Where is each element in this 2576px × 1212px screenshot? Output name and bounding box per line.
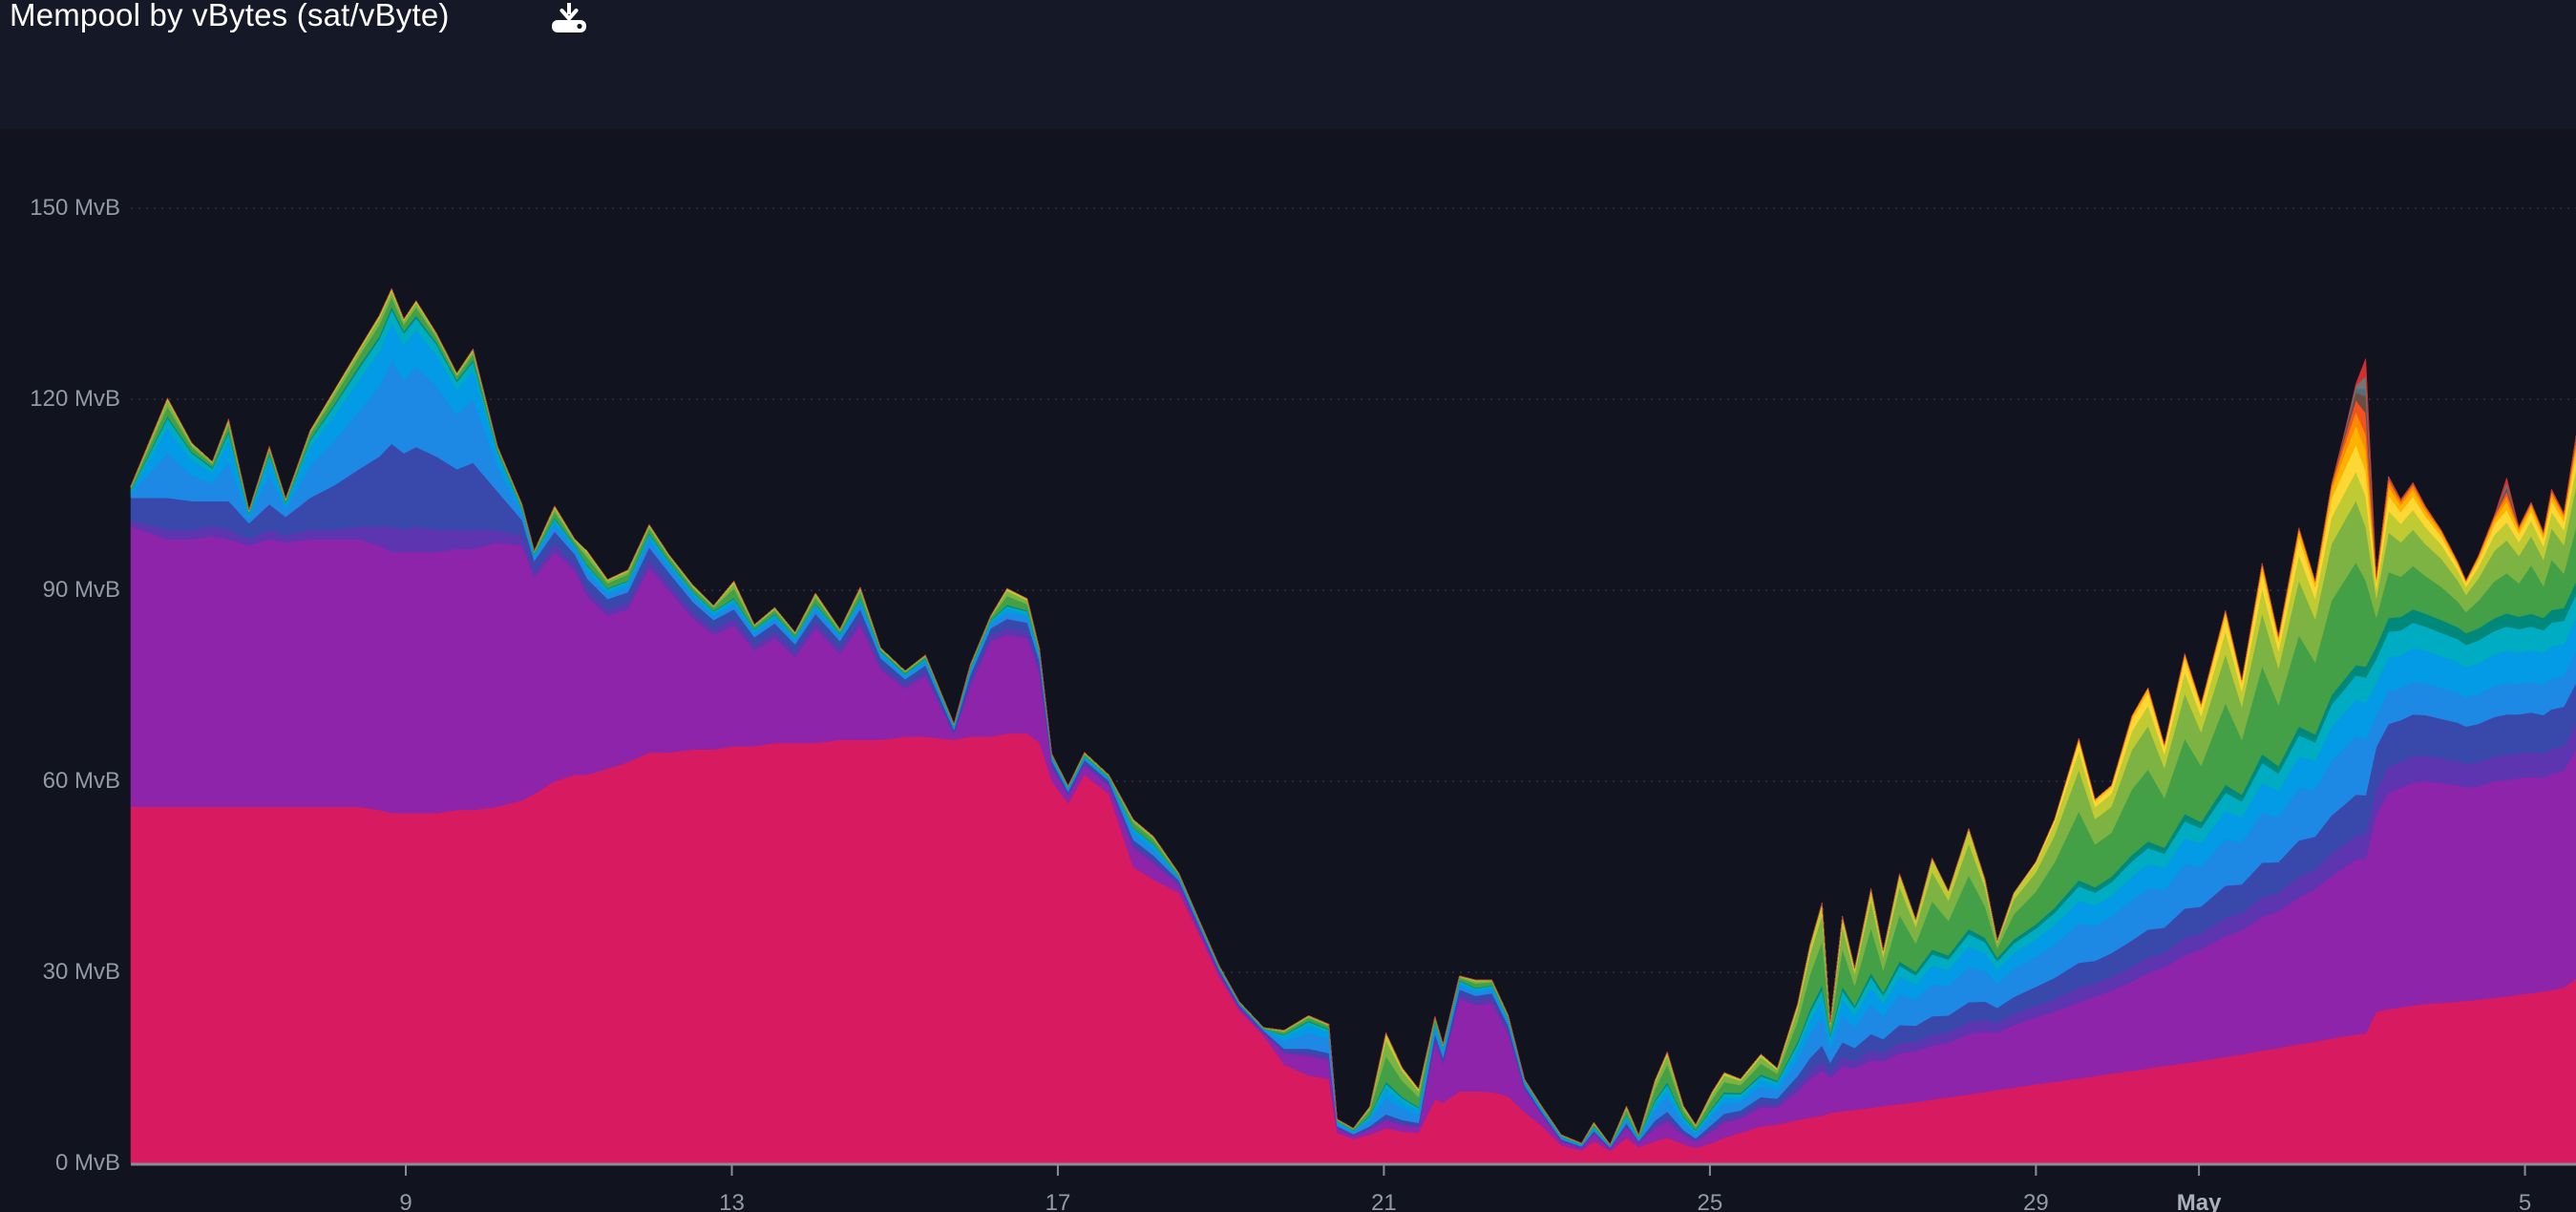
x-axis-label: 5 [2518,1190,2532,1212]
download-button[interactable] [550,2,596,36]
x-axis-label: 17 [1045,1190,1071,1212]
page-title: Mempool by vBytes (sat/vByte) [10,0,450,32]
header-band [0,0,2576,129]
y-axis-label: 0 MvB [54,1150,120,1176]
area-band-red [130,287,2576,1145]
x-axis-label: 29 [2023,1190,2049,1212]
x-axis-label: 25 [1697,1190,1723,1212]
x-axis-label: 9 [399,1190,412,1212]
x-axis-label: May [2176,1190,2222,1212]
y-axis-label: 60 MvB [42,768,120,794]
x-axis-label: 13 [719,1190,745,1212]
y-axis-label: 120 MvB [30,386,120,412]
x-axis-label: 21 [1371,1190,1397,1212]
download-icon [552,3,586,32]
y-axis-label: 90 MvB [42,577,120,603]
y-axis-label: 150 MvB [30,195,120,221]
y-axis-label: 30 MvB [42,959,120,985]
